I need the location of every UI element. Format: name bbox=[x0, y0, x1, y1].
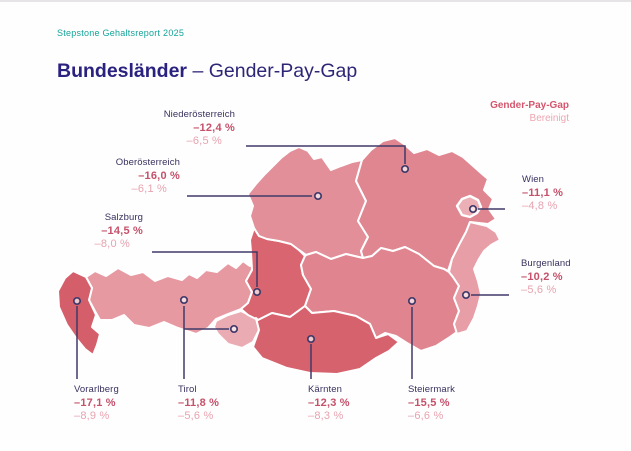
legend-adjusted-label: Bereinigt bbox=[529, 113, 569, 124]
label-wien: Wien –11,1 % –4,8 % bbox=[522, 173, 563, 214]
marker-burgenland bbox=[461, 290, 471, 300]
region-kaernten bbox=[252, 305, 400, 375]
leader-lines bbox=[76, 145, 509, 379]
region-gap-value: –16,0 % bbox=[138, 169, 180, 182]
leader-markers bbox=[72, 164, 478, 344]
region-gap-value: –17,1 % bbox=[74, 396, 116, 409]
page-title-bold: Bundesländer bbox=[57, 60, 188, 82]
marker-osttirol bbox=[229, 324, 239, 334]
region-wien bbox=[455, 194, 483, 219]
label-niederoesterreich: Niederösterreich –12,4 % –6,5 % bbox=[164, 108, 235, 149]
marker-kaernten bbox=[306, 334, 316, 344]
leader-salzburg bbox=[152, 251, 258, 287]
region-name: Oberösterreich bbox=[115, 157, 180, 168]
region-burgenland bbox=[448, 221, 501, 335]
region-name: Kärnten bbox=[308, 384, 342, 395]
region-adjusted-value: –6,1 % bbox=[131, 183, 167, 195]
region-adjusted-value: –8,3 % bbox=[308, 410, 344, 422]
label-steiermark: Steiermark –15,5 % –6,6 % bbox=[408, 383, 455, 424]
page-title-rest: – Gender-Pay-Gap bbox=[187, 60, 358, 82]
label-burgenland: Burgenland –10,2 % –5,6 % bbox=[521, 257, 571, 298]
region-vorarlberg bbox=[57, 270, 101, 356]
legend-gap-label: Gender-Pay-Gap bbox=[490, 100, 569, 111]
marker-niederoesterreich bbox=[400, 164, 410, 174]
label-kaernten: Kärnten –12,3 % –8,3 % bbox=[308, 383, 350, 424]
region-name: Salzburg bbox=[104, 212, 143, 223]
region-adjusted-value: –6,6 % bbox=[408, 410, 444, 422]
region-adjusted-value: –5,6 % bbox=[178, 410, 214, 422]
region-gap-value: –11,8 % bbox=[178, 396, 220, 409]
region-name: Steiermark bbox=[408, 384, 455, 395]
label-tirol: Tirol –11,8 % –5,6 % bbox=[178, 383, 219, 424]
leader-niederoesterreich bbox=[246, 145, 406, 164]
marker-wien bbox=[468, 204, 478, 214]
region-gap-value: –14,5 % bbox=[101, 224, 143, 237]
region-adjusted-value: –4,8 % bbox=[522, 200, 558, 212]
top-divider bbox=[0, 0, 631, 2]
label-salzburg: Salzburg –14,5 % –8,0 % bbox=[95, 211, 143, 252]
region-name: Vorarlberg bbox=[74, 384, 119, 395]
marker-steiermark bbox=[407, 296, 417, 306]
region-name: Niederösterreich bbox=[163, 109, 235, 120]
region-gap-value: –10,2 % bbox=[521, 270, 563, 283]
region-name: Tirol bbox=[178, 384, 197, 395]
region-gap-value: –11,1 % bbox=[522, 186, 564, 199]
region-gap-value: –15,5 % bbox=[408, 396, 450, 409]
region-name: Burgenland bbox=[521, 258, 571, 269]
marker-tirol bbox=[179, 295, 189, 305]
region-adjusted-value: –6,5 % bbox=[186, 135, 222, 147]
legend: Gender-Pay-Gap Bereinigt bbox=[490, 99, 569, 125]
page-title: Bundesländer – Gender-Pay-Gap bbox=[57, 60, 357, 83]
region-name: Wien bbox=[522, 174, 545, 185]
region-adjusted-value: –5,6 % bbox=[521, 284, 557, 296]
report-eyebrow: Stepstone Gehaltsreport 2025 bbox=[57, 28, 185, 38]
region-adjusted-value: –8,9 % bbox=[74, 410, 110, 422]
marker-salzburg bbox=[252, 287, 262, 297]
region-gap-value: –12,4 % bbox=[193, 121, 235, 134]
label-vorarlberg: Vorarlberg –17,1 % –8,9 % bbox=[74, 383, 119, 424]
marker-oberoesterreich bbox=[313, 191, 323, 201]
region-gap-value: –12,3 % bbox=[308, 396, 350, 409]
label-oberoesterreich: Oberösterreich –16,0 % –6,1 % bbox=[116, 156, 180, 197]
region-adjusted-value: –8,0 % bbox=[94, 238, 130, 250]
marker-vorarlberg bbox=[72, 296, 82, 306]
